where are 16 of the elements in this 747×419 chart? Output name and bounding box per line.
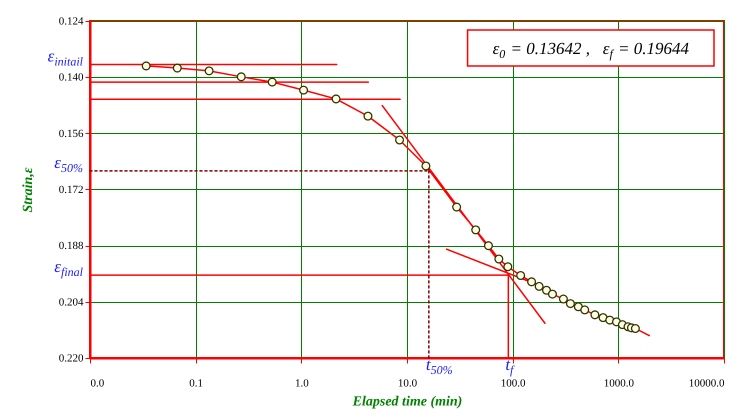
y-tick-label: 0.140 <box>58 72 84 84</box>
x-tick-label: 100.0 <box>500 378 526 390</box>
y-tick-label: 0.156 <box>58 128 84 140</box>
x-axis-title: Elapsed time (min) <box>352 394 462 410</box>
x-tick-label: 1.0 <box>294 378 310 390</box>
y-axis-title: Strain,ε <box>20 167 36 213</box>
x-tick-label: 1000.0 <box>604 378 634 390</box>
y-tick-label: 0.172 <box>58 184 84 196</box>
x-tick-label: 10000.0 <box>688 378 725 390</box>
x-tick-label: 0.1 <box>189 378 204 390</box>
y-tick-label: 0.220 <box>58 352 84 364</box>
y-tick-label: 0.124 <box>58 16 84 28</box>
x-tick-label: 10.0 <box>398 378 418 390</box>
y-tick-label: 0.188 <box>58 240 84 252</box>
x-tick-label: 0.0 <box>90 378 105 390</box>
y-tick-label: 0.204 <box>58 296 84 308</box>
